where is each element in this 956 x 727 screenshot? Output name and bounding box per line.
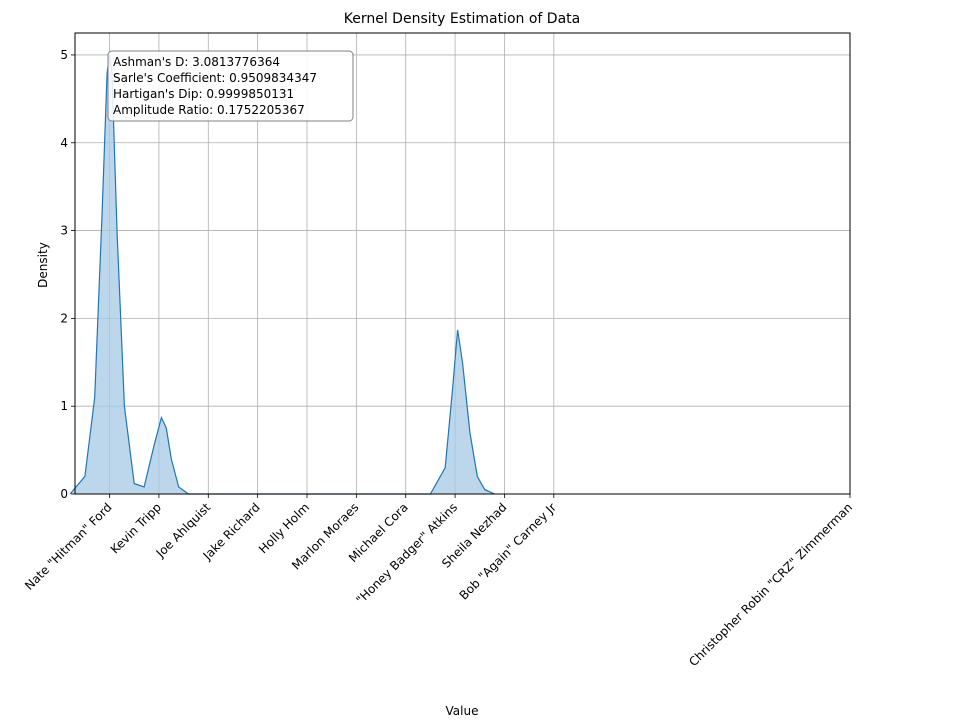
plot-frame bbox=[74, 32, 851, 495]
x-tick-label: Christopher Robin "CRZ" Zimmerman bbox=[686, 500, 855, 669]
y-tick-label: 4 bbox=[60, 136, 68, 150]
x-tick-label: Nate "Hitman" Ford bbox=[22, 500, 115, 593]
y-tick-label: 1 bbox=[60, 399, 68, 413]
y-axis: 0 1 2 3 4 5 bbox=[60, 48, 75, 501]
chart-title: Kernel Density Estimation of Data bbox=[344, 11, 580, 27]
x-tick-label: "Honey Badger" Atkins bbox=[353, 500, 460, 607]
y-tick-label: 5 bbox=[60, 48, 68, 62]
stat-sarles-coefficient: Sarle's Coefficient: 0.9509834347 bbox=[113, 71, 317, 85]
y-tick-label: 3 bbox=[60, 224, 68, 238]
y-axis-label: Density bbox=[36, 242, 50, 288]
stat-ashmans-d: Ashman's D: 3.0813776364 bbox=[113, 55, 280, 69]
y-tick-label: 2 bbox=[60, 311, 68, 325]
x-tick-label: Bob "Again" Carney Jr bbox=[457, 500, 559, 602]
stat-hartigans-dip: Hartigan's Dip: 0.9999850131 bbox=[113, 87, 294, 101]
x-axis-label: Value bbox=[446, 704, 479, 718]
stats-annotation: Ashman's D: 3.0813776364 Sarle's Coeffic… bbox=[107, 50, 354, 122]
stats-box bbox=[107, 50, 354, 122]
stat-amplitude-ratio: Amplitude Ratio: 0.1752205367 bbox=[113, 103, 305, 117]
y-tick-label: 0 bbox=[60, 487, 68, 501]
